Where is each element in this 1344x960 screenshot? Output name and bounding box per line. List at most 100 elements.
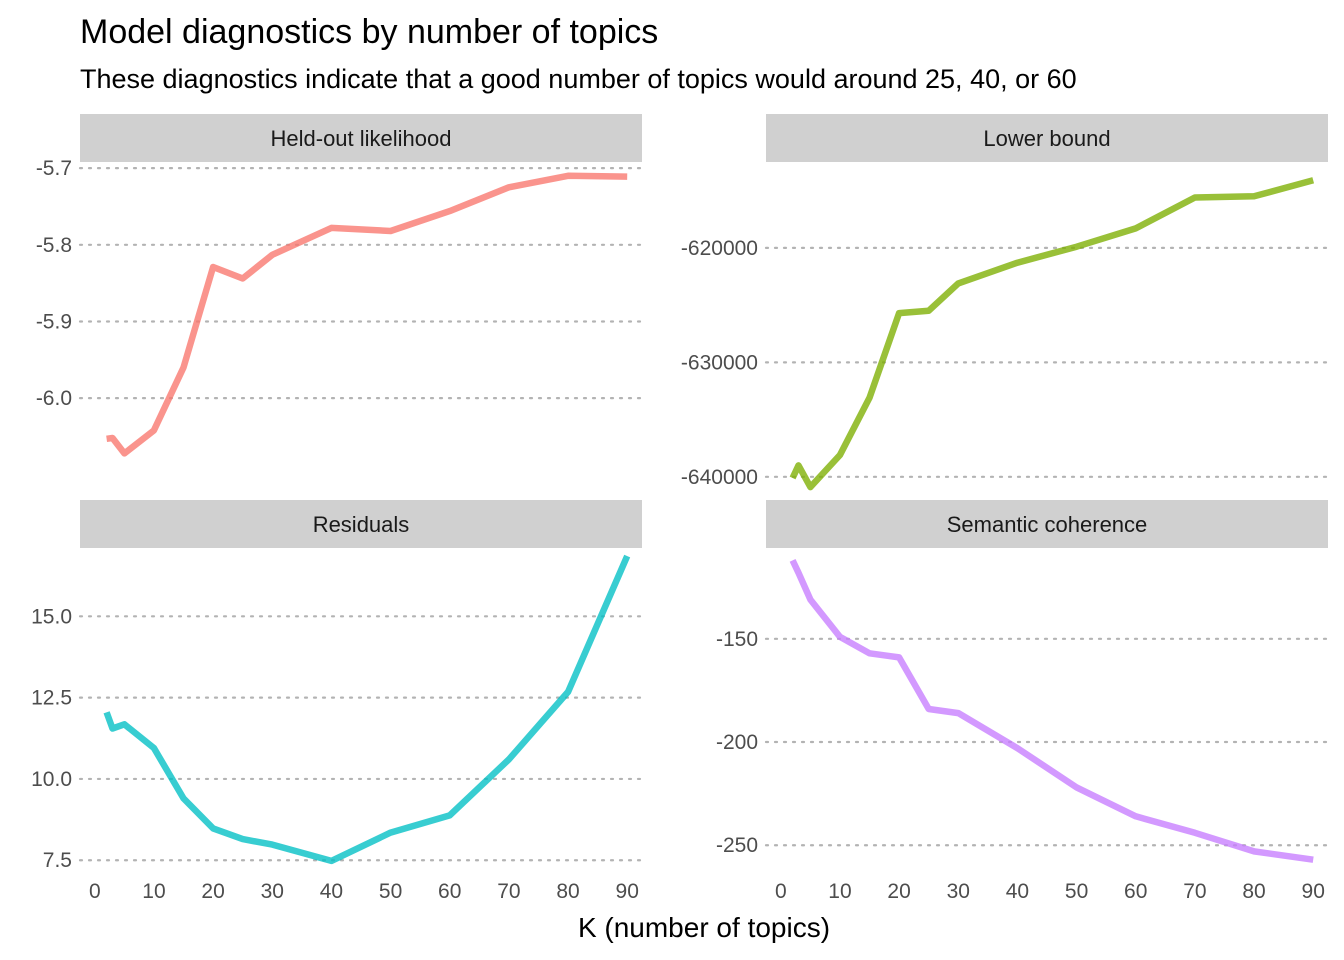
data-point — [110, 726, 116, 732]
x-tick-label: 90 — [1302, 880, 1325, 903]
data-point — [624, 174, 630, 180]
data-point — [110, 435, 116, 441]
panel-lower-bound: Lower bound -640000 -630000 -620000 — [681, 114, 1330, 491]
data-point — [1014, 745, 1020, 751]
x-tick-label: 40 — [320, 880, 343, 903]
facet-strip-label: Held-out likelihood — [271, 126, 452, 151]
x-tick-label: 10 — [828, 880, 851, 903]
y-tick-label: -150 — [716, 628, 758, 651]
facet-strip — [80, 500, 642, 548]
data-point — [121, 721, 127, 727]
data-point — [1192, 194, 1198, 200]
data-point — [837, 634, 843, 640]
x-tick-label: 50 — [1065, 880, 1088, 903]
data-point — [506, 184, 512, 190]
data-point — [121, 450, 127, 456]
series-line-semantic-coherence — [789, 559, 1314, 863]
data-point — [896, 310, 902, 316]
x-tick-label: 60 — [1124, 880, 1147, 903]
data-point — [837, 452, 843, 458]
data-point — [796, 462, 802, 468]
data-point — [269, 842, 275, 848]
facet-strip — [766, 114, 1328, 162]
data-point — [955, 710, 961, 716]
panel-semantic-coherence: Semantic coherence -250 -200 -150 0 10 20 30 40 5… — [716, 500, 1330, 903]
x-tick-label: 20 — [887, 880, 910, 903]
data-point — [1192, 830, 1198, 836]
data-point — [565, 689, 571, 695]
data-point — [790, 475, 796, 481]
data-point — [181, 364, 187, 370]
y-tick-label: -5.9 — [36, 310, 72, 333]
y-tick-label: -620000 — [681, 237, 758, 260]
facet-strip — [80, 114, 642, 162]
panel-held-out-likelihood: Held-out likelihood -6.0 -5.9 -5.8 -5.7 — [36, 114, 644, 457]
facet-strip — [766, 500, 1328, 548]
data-point — [1310, 177, 1316, 183]
data-point — [210, 825, 216, 831]
data-point — [867, 395, 873, 401]
panel-residuals: Residuals 7.5 10.0 12.5 15.0 0 10 20 30 40 50 60 70 8… — [31, 500, 644, 903]
series-line-residuals — [103, 554, 631, 865]
x-tick-label: 70 — [497, 880, 520, 903]
data-point — [1074, 784, 1080, 790]
series-line-held-out-likelihood — [106, 172, 628, 457]
chart-subtitle: These diagnostics indicate that a good n… — [80, 64, 1077, 94]
y-tick-label: -200 — [716, 731, 758, 754]
facet-strip-label: Lower bound — [983, 126, 1110, 151]
data-point — [104, 436, 110, 442]
facet-strip-label: Residuals — [313, 512, 410, 537]
facet-strip-label: Semantic coherence — [947, 512, 1148, 537]
y-tick-label: -640000 — [681, 466, 758, 489]
y-tick-label: 12.5 — [31, 687, 72, 710]
y-tick-label: 7.5 — [43, 849, 72, 872]
data-point — [955, 280, 961, 286]
data-point — [1074, 244, 1080, 250]
x-tick-label: 80 — [556, 880, 579, 903]
x-tick-label: 90 — [616, 880, 639, 903]
data-point — [790, 557, 796, 563]
x-tick-label: 50 — [379, 880, 402, 903]
data-point — [807, 597, 813, 603]
y-tick-label: -250 — [716, 834, 758, 857]
data-point — [1251, 848, 1257, 854]
data-point — [1251, 193, 1257, 199]
x-tick-label: 40 — [1006, 880, 1029, 903]
x-tick-label: 10 — [142, 880, 165, 903]
series-line-lower-bound — [789, 177, 1315, 491]
y-tick-label: -630000 — [681, 351, 758, 374]
data-point — [867, 650, 873, 656]
data-point — [328, 225, 334, 231]
data-point — [624, 553, 630, 559]
data-point — [240, 836, 246, 842]
data-point — [104, 709, 110, 715]
y-tick-label: 15.0 — [31, 605, 72, 628]
x-tick-label: 0 — [89, 880, 101, 903]
data-point — [447, 812, 453, 818]
x-tick-label: 30 — [261, 880, 284, 903]
data-point — [210, 264, 216, 270]
data-point — [1133, 813, 1139, 819]
x-tick-label: 60 — [438, 880, 461, 903]
y-tick-label: 10.0 — [31, 768, 72, 791]
data-point — [506, 756, 512, 762]
x-axis-title: K (number of topics) — [577, 912, 831, 943]
chart-title: Model diagnostics by number of topics — [80, 13, 659, 51]
y-tick-label: -5.7 — [36, 157, 72, 180]
data-point — [151, 745, 157, 751]
data-point — [796, 570, 802, 576]
data-point — [388, 830, 394, 836]
y-tick-label: -6.0 — [36, 387, 72, 410]
data-point — [447, 208, 453, 214]
x-tick-label: 70 — [1183, 880, 1206, 903]
data-point — [151, 427, 157, 433]
data-point — [1310, 857, 1316, 863]
y-tick-label: -5.8 — [36, 234, 72, 257]
x-tick-label: 20 — [201, 880, 224, 903]
data-point — [240, 276, 246, 282]
data-point — [896, 654, 902, 660]
data-point — [269, 252, 275, 258]
data-point — [181, 795, 187, 801]
data-point — [926, 706, 932, 712]
